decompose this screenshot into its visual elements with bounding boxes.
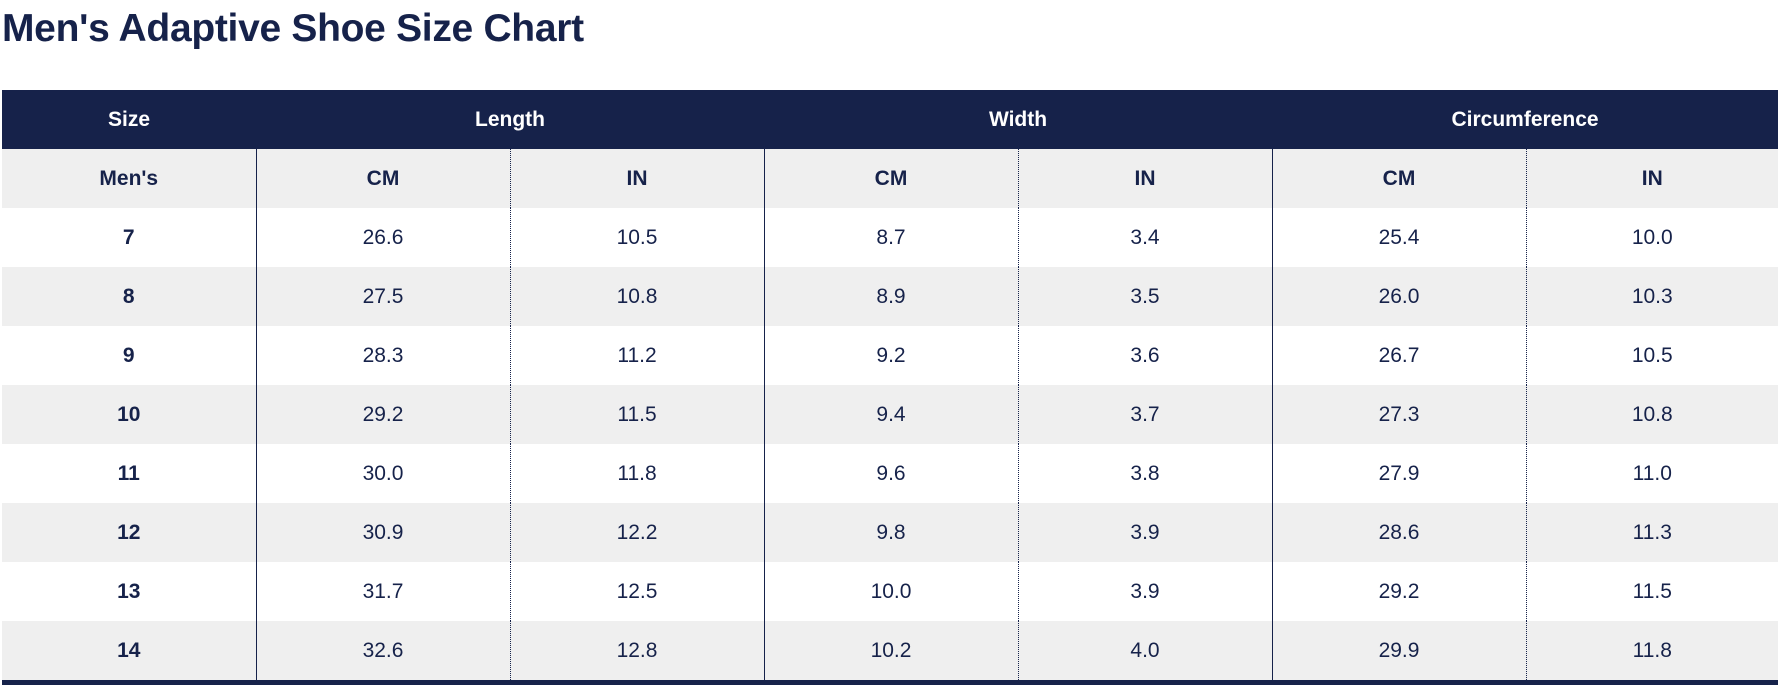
unit-header-row: Men's CM IN CM IN CM IN: [2, 149, 1778, 208]
width-in-cell: 3.6: [1017, 326, 1273, 385]
size-cell: 9: [2, 326, 256, 385]
width-cm-cell: 8.9: [763, 267, 1019, 326]
unit-header-circumference-in: IN: [1525, 149, 1778, 208]
length-cm-cell: 30.0: [255, 444, 510, 503]
unit-header-circumference-cm: CM: [1271, 149, 1527, 208]
unit-header-length-in: IN: [509, 149, 765, 208]
width-in-cell: 3.8: [1017, 444, 1273, 503]
unit-header-mens: Men's: [2, 149, 256, 208]
table-row: 12 30.9 12.2 9.8 3.9 28.6 11.3: [2, 503, 1778, 562]
table-row: 8 27.5 10.8 8.9 3.5 26.0 10.3: [2, 267, 1778, 326]
length-in-cell: 11.2: [509, 326, 765, 385]
unit-header-length-cm: CM: [255, 149, 510, 208]
length-cm-cell: 29.2: [255, 385, 510, 444]
circumference-cm-cell: 25.4: [1271, 208, 1527, 267]
table-row: 10 29.2 11.5 9.4 3.7 27.3 10.8: [2, 385, 1778, 444]
circumference-cm-cell: 26.7: [1271, 326, 1527, 385]
width-cm-cell: 9.8: [763, 503, 1019, 562]
size-cell: 13: [2, 562, 256, 621]
length-in-cell: 12.8: [509, 621, 765, 685]
width-in-cell: 3.9: [1017, 562, 1273, 621]
width-cm-cell: 9.2: [763, 326, 1019, 385]
length-cm-cell: 28.3: [255, 326, 510, 385]
unit-header-width-in: IN: [1017, 149, 1273, 208]
length-cm-cell: 26.6: [255, 208, 510, 267]
width-cm-cell: 10.0: [763, 562, 1019, 621]
circumference-cm-cell: 26.0: [1271, 267, 1527, 326]
width-in-cell: 3.5: [1017, 267, 1273, 326]
circumference-in-cell: 11.3: [1525, 503, 1778, 562]
width-cm-cell: 9.4: [763, 385, 1019, 444]
circumference-in-cell: 10.0: [1525, 208, 1778, 267]
unit-header-width-cm: CM: [763, 149, 1019, 208]
header-length: Length: [256, 90, 765, 149]
header-size: Size: [2, 90, 256, 149]
circumference-cm-cell: 27.3: [1271, 385, 1527, 444]
width-cm-cell: 9.6: [763, 444, 1019, 503]
size-cell: 14: [2, 621, 256, 685]
width-in-cell: 3.9: [1017, 503, 1273, 562]
circumference-cm-cell: 27.9: [1271, 444, 1527, 503]
circumference-in-cell: 11.8: [1525, 621, 1778, 685]
length-in-cell: 10.8: [509, 267, 765, 326]
circumference-in-cell: 10.3: [1525, 267, 1778, 326]
circumference-in-cell: 11.5: [1525, 562, 1778, 621]
circumference-in-cell: 11.0: [1525, 444, 1778, 503]
size-cell: 8: [2, 267, 256, 326]
length-in-cell: 11.5: [509, 385, 765, 444]
header-circumference: Circumference: [1272, 90, 1778, 149]
size-cell: 11: [2, 444, 256, 503]
width-in-cell: 3.4: [1017, 208, 1273, 267]
length-in-cell: 12.2: [509, 503, 765, 562]
circumference-cm-cell: 28.6: [1271, 503, 1527, 562]
table-row: 14 32.6 12.8 10.2 4.0 29.9 11.8: [2, 621, 1778, 685]
length-cm-cell: 30.9: [255, 503, 510, 562]
size-cell: 7: [2, 208, 256, 267]
circumference-cm-cell: 29.9: [1271, 621, 1527, 685]
circumference-cm-cell: 29.2: [1271, 562, 1527, 621]
size-cell: 10: [2, 385, 256, 444]
table-row: 9 28.3 11.2 9.2 3.6 26.7 10.5: [2, 326, 1778, 385]
width-cm-cell: 10.2: [763, 621, 1019, 685]
length-in-cell: 10.5: [509, 208, 765, 267]
length-cm-cell: 27.5: [255, 267, 510, 326]
length-cm-cell: 32.6: [255, 621, 510, 685]
length-in-cell: 12.5: [509, 562, 765, 621]
table-row: 7 26.6 10.5 8.7 3.4 25.4 10.0: [2, 208, 1778, 267]
size-chart-table: Size Length Width Circumference Men's CM…: [2, 90, 1778, 685]
circumference-in-cell: 10.8: [1525, 385, 1778, 444]
width-cm-cell: 8.7: [763, 208, 1019, 267]
size-cell: 12: [2, 503, 256, 562]
table-row: 13 31.7 12.5 10.0 3.9 29.2 11.5: [2, 562, 1778, 621]
length-cm-cell: 31.7: [255, 562, 510, 621]
header-width: Width: [764, 90, 1273, 149]
length-in-cell: 11.8: [509, 444, 765, 503]
group-header-row: Size Length Width Circumference: [2, 90, 1778, 149]
circumference-in-cell: 10.5: [1525, 326, 1778, 385]
table-row: 11 30.0 11.8 9.6 3.8 27.9 11.0: [2, 444, 1778, 503]
width-in-cell: 3.7: [1017, 385, 1273, 444]
page-title: Men's Adaptive Shoe Size Chart: [2, 7, 584, 50]
width-in-cell: 4.0: [1017, 621, 1273, 685]
